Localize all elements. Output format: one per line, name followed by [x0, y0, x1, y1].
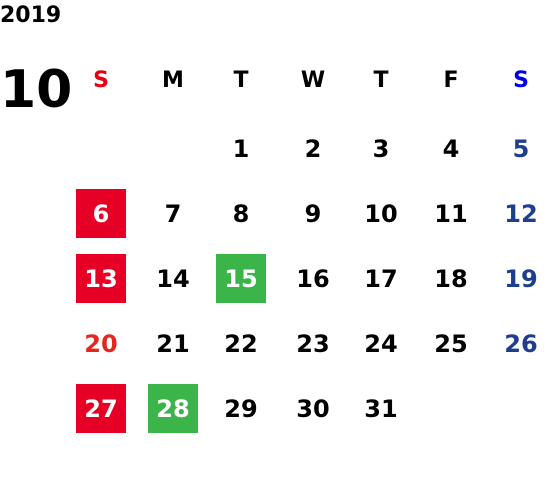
day: 25 — [434, 330, 467, 358]
day: 16 — [296, 265, 329, 293]
day: 18 — [434, 265, 467, 293]
weekday-label: M — [162, 68, 184, 93]
day-highlight — [148, 384, 198, 433]
day: 7 — [165, 200, 182, 228]
day: 8 — [233, 200, 250, 228]
day: 13 — [84, 265, 117, 293]
day: 29 — [224, 395, 257, 423]
day: 23 — [296, 330, 329, 358]
day-highlight — [216, 254, 266, 303]
weekday-label: F — [443, 68, 458, 93]
day: 3 — [373, 135, 390, 163]
weekday-label: T — [233, 68, 248, 93]
month: 10 — [0, 60, 72, 120]
day: 27 — [84, 395, 117, 423]
day: 9 — [305, 200, 322, 228]
day-highlight — [76, 384, 126, 433]
day: 4 — [443, 135, 460, 163]
day: 21 — [156, 330, 189, 358]
day-highlight — [76, 254, 126, 303]
day: 22 — [224, 330, 257, 358]
weekday-label: T — [373, 68, 388, 93]
day: 26 — [504, 330, 537, 358]
day-highlight — [76, 189, 126, 238]
day: 1 — [233, 135, 250, 163]
year: 2019 — [0, 3, 61, 28]
day: 6 — [93, 200, 110, 228]
day: 30 — [296, 395, 329, 423]
day: 14 — [156, 265, 189, 293]
day: 17 — [364, 265, 397, 293]
weekday-label: S — [513, 68, 529, 93]
weekday-label: S — [93, 68, 109, 93]
day: 19 — [504, 265, 537, 293]
day: 10 — [364, 200, 397, 228]
day: 11 — [434, 200, 467, 228]
day: 5 — [513, 135, 530, 163]
day: 31 — [364, 395, 397, 423]
weekday-label: W — [301, 68, 325, 93]
day: 20 — [84, 330, 117, 358]
day: 12 — [504, 200, 537, 228]
day: 24 — [364, 330, 397, 358]
day: 28 — [156, 395, 189, 423]
day: 15 — [224, 265, 257, 293]
day: 2 — [305, 135, 322, 163]
